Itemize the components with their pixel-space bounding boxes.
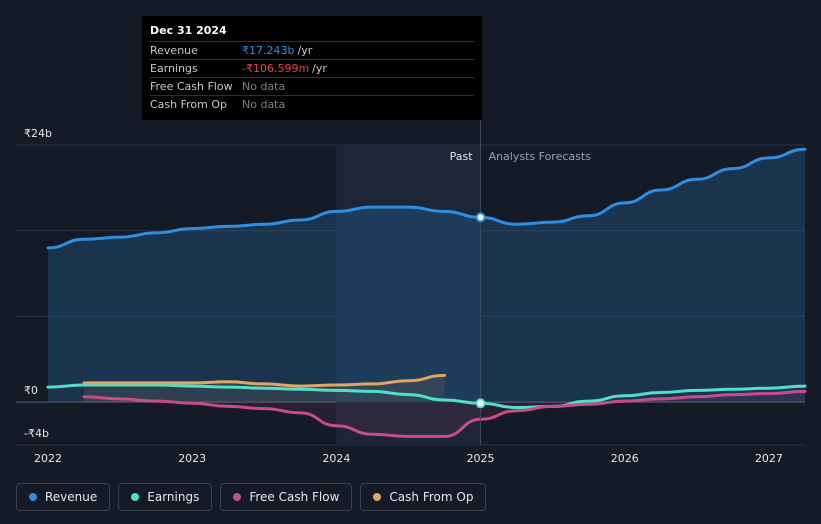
revenue-dot-icon: [29, 493, 37, 501]
cash-from-op-line: [82, 373, 447, 388]
tooltip-value: ₹17.243b: [242, 44, 295, 57]
past-label: Past: [450, 150, 474, 163]
legend-label: Free Cash Flow: [249, 490, 340, 504]
revenue-line: [46, 147, 807, 250]
x-axis-ticks: 2022 2023 2024 2025 2026 2027: [34, 452, 783, 465]
x-tick-label: 2022: [34, 452, 62, 465]
highlight-points: [475, 212, 486, 409]
legend-label: Revenue: [45, 490, 98, 504]
free-cash-flow-area: [84, 391, 806, 437]
tooltip-row-earnings: Earnings -₹106.599m /yr: [150, 59, 474, 77]
earnings-dot-icon: [131, 493, 140, 501]
revenue-highlight-point: [475, 212, 486, 223]
legend-label: Earnings: [147, 490, 200, 504]
series-lines: [46, 147, 807, 438]
y-tick-label: ₹0: [24, 384, 38, 397]
revenue-area: [48, 149, 805, 403]
earnings-highlight-point: [475, 398, 486, 409]
tooltip-unit: /yr: [297, 44, 313, 57]
tooltip-row-fcf: Free Cash Flow No data: [150, 77, 474, 95]
free-cash-flow-line: [82, 389, 807, 438]
x-tick-label: 2024: [322, 452, 350, 465]
legend-item-revenue[interactable]: Revenue: [16, 483, 111, 511]
tooltip-row-revenue: Revenue ₹17.243b /yr: [150, 41, 474, 59]
x-tick-label: 2025: [467, 452, 495, 465]
tooltip-unit: /yr: [312, 62, 327, 75]
legend-item-earnings[interactable]: Earnings: [118, 483, 213, 511]
x-tick-label: 2023: [178, 452, 206, 465]
tooltip-label: Revenue: [150, 44, 198, 57]
earnings-line: [46, 383, 807, 410]
tooltip-label: Earnings: [150, 62, 198, 75]
tooltip-value: -₹106.599m: [242, 62, 310, 75]
tooltip-label: Free Cash Flow: [150, 80, 233, 93]
legend-label: Cash From Op: [389, 490, 474, 504]
tooltip-label: Cash From Op: [150, 98, 228, 111]
cash-from-op-dot-icon: [373, 493, 382, 501]
y-axis-ticks: ₹24b ₹0 -₹4b: [24, 127, 52, 440]
legend-item-free-cash-flow[interactable]: Free Cash Flow: [220, 483, 353, 511]
forecast-label: Analysts Forecasts: [489, 150, 592, 163]
y-tick-label: -₹4b: [24, 427, 49, 440]
y-tick-label: ₹24b: [24, 127, 52, 140]
tooltip: Dec 31 2024 Revenue ₹17.243b /yr Earning…: [142, 16, 482, 120]
tooltip-date: Dec 31 2024: [150, 24, 227, 37]
legend-item-cash-from-op[interactable]: Cash From Op: [360, 483, 487, 511]
free-cash-flow-dot-icon: [233, 493, 242, 501]
x-tick-label: 2026: [611, 452, 639, 465]
legend: Revenue Earnings Free Cash Flow Cash Fro…: [16, 483, 487, 511]
tooltip-row-cfo: Cash From Op No data: [150, 95, 474, 113]
tooltip-value: No data: [242, 98, 286, 111]
x-tick-label: 2027: [755, 452, 783, 465]
tooltip-value: No data: [242, 80, 286, 93]
